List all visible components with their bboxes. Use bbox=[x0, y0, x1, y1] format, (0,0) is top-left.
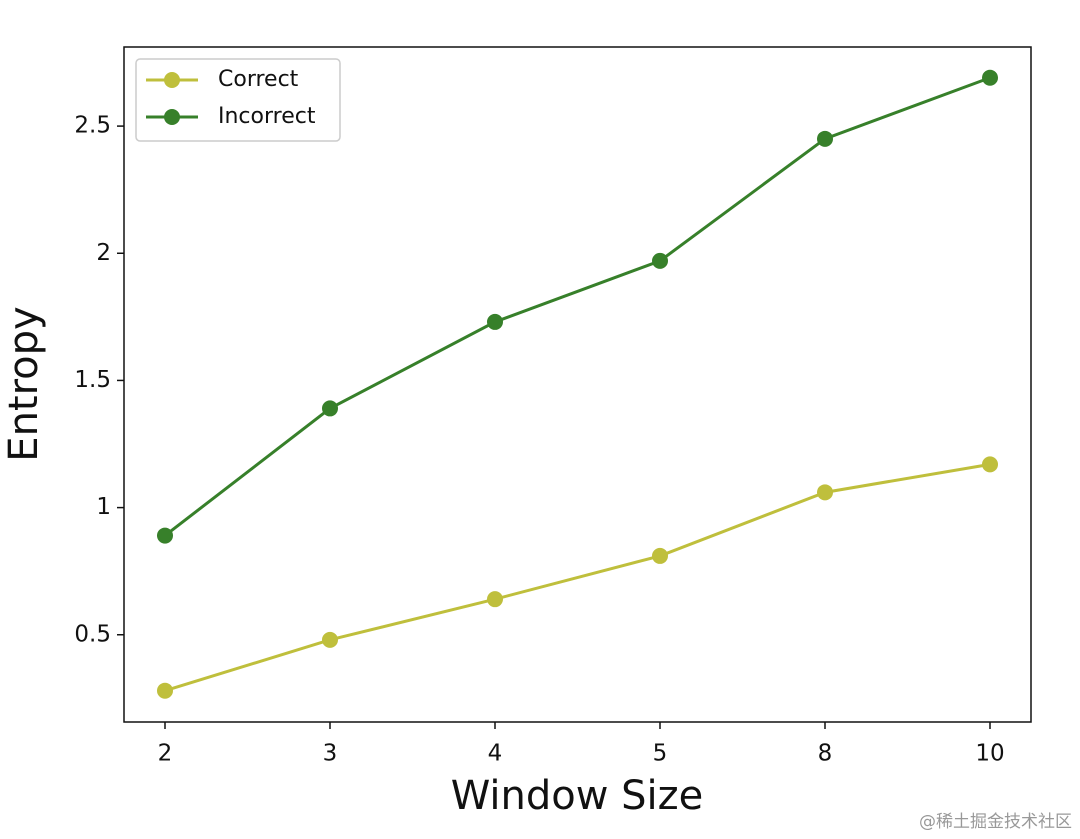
x-tick-label: 5 bbox=[653, 741, 668, 767]
point bbox=[982, 456, 998, 473]
y-tick-label: 0.5 bbox=[74, 621, 111, 647]
legend-label: Incorrect bbox=[218, 104, 316, 129]
point bbox=[157, 527, 173, 544]
watermark: @稀土掘金技术社区 bbox=[919, 812, 1072, 832]
point bbox=[487, 591, 503, 608]
legend-marker bbox=[164, 109, 180, 125]
point bbox=[817, 484, 833, 501]
x-tick-label: 2 bbox=[158, 741, 173, 767]
x-tick-label: 8 bbox=[818, 741, 833, 767]
y-tick-label: 1.5 bbox=[74, 367, 111, 393]
x-axis-label: Window Size bbox=[451, 773, 704, 819]
point bbox=[487, 313, 503, 330]
point bbox=[157, 682, 173, 699]
plot-frame bbox=[123, 46, 1032, 723]
point bbox=[652, 547, 668, 564]
point bbox=[322, 400, 338, 417]
series-line bbox=[164, 76, 991, 537]
x-tick-label: 10 bbox=[975, 741, 1004, 767]
series-line bbox=[164, 462, 991, 693]
point bbox=[322, 631, 338, 648]
y-tick-label: 2 bbox=[96, 240, 111, 266]
point bbox=[982, 69, 998, 86]
y-axis-label: Entropy bbox=[1, 306, 47, 461]
x-tick-label: 4 bbox=[488, 741, 503, 767]
point bbox=[817, 130, 833, 147]
y-tick-label: 2.5 bbox=[74, 113, 111, 139]
point bbox=[652, 252, 668, 269]
y-tick-label: 1 bbox=[96, 494, 111, 520]
x-tick-label: 3 bbox=[323, 741, 338, 767]
legend-marker bbox=[164, 72, 180, 88]
legend-label: Correct bbox=[218, 67, 299, 92]
